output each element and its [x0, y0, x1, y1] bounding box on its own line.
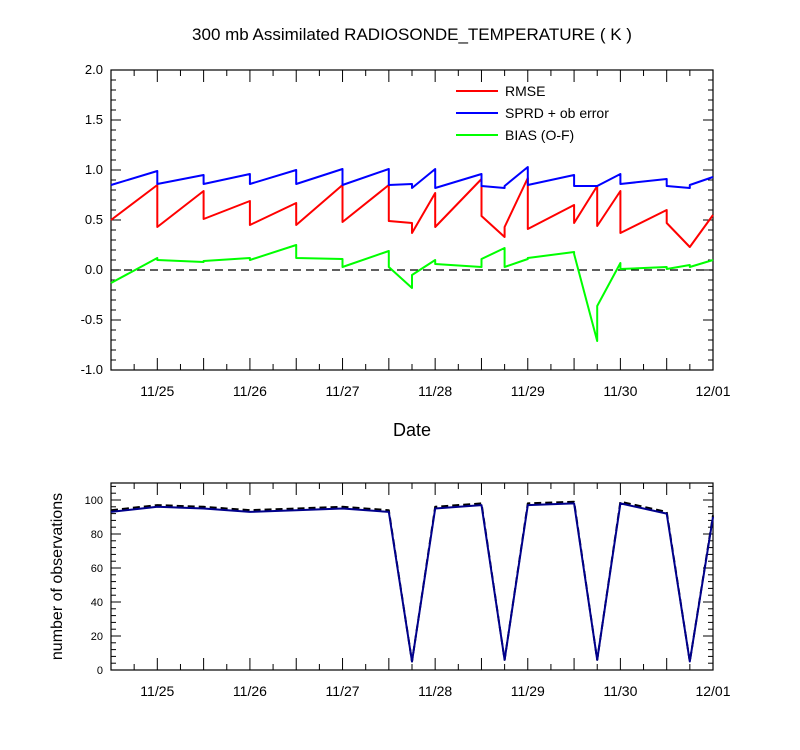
y-tick-label: 0 [97, 665, 103, 677]
x-tick-label: 11/26 [233, 383, 267, 399]
top-series [111, 167, 713, 341]
x-tick-label: 11/27 [326, 383, 360, 399]
bottom-axes: 0 20 40 60 80 100 11/25 11/26 11/27 11/28 11/29 11/… [85, 483, 731, 699]
x-tick-label: 11/29 [511, 683, 545, 699]
x-axis-label: Date [393, 420, 431, 440]
plot-frame [111, 483, 713, 670]
legend: RMSE SPRD + ob error BIAS (O-F) [456, 83, 609, 143]
y-tick-label: 0.0 [85, 262, 103, 277]
y-tick-label: 20 [91, 631, 103, 643]
bottom-panel: 0 20 40 60 80 100 11/25 11/26 11/27 11/28 11/29 11/… [49, 483, 731, 699]
y-tick-label: 40 [91, 597, 103, 609]
legend-label: RMSE [505, 83, 545, 99]
x-tick-label: 11/29 [511, 383, 545, 399]
y-tick-label: 2.0 [85, 62, 103, 77]
y-axis-label: number of observations [49, 493, 66, 660]
x-tick-label: 11/28 [418, 383, 452, 399]
x-tick-label: 11/30 [603, 683, 637, 699]
x-tick-label: 11/25 [140, 383, 174, 399]
chart-title: 300 mb Assimilated RADIOSONDE_TEMPERATUR… [192, 25, 632, 44]
y-tick-label: 60 [91, 563, 103, 575]
y-tick-label: 0.5 [85, 212, 103, 227]
y-tick-label: 1.5 [85, 112, 103, 127]
x-tick-label: 11/28 [418, 683, 452, 699]
y-tick-label: -1.0 [81, 362, 103, 377]
plot-frame [111, 70, 713, 370]
y-tick-label: 1.0 [85, 162, 103, 177]
x-tick-label: 11/26 [233, 683, 267, 699]
x-tick-label: 11/30 [603, 383, 637, 399]
legend-label: BIAS (O-F) [505, 127, 574, 143]
y-tick-label: 80 [91, 529, 103, 541]
figure: 300 mb Assimilated RADIOSONDE_TEMPERATUR… [0, 0, 800, 750]
bottom-series [111, 502, 713, 662]
series-line-observations-solid [111, 503, 713, 661]
series-line-observations-dashed [111, 502, 713, 662]
series-line-sprd-ob-error [111, 167, 713, 188]
legend-label: SPRD + ob error [505, 105, 609, 121]
x-tick-label: 12/01 [695, 683, 730, 699]
y-tick-label: 100 [85, 495, 103, 507]
x-tick-label: 11/25 [140, 683, 174, 699]
top-axes: -1.0 -0.5 0.0 0.5 1.0 1.5 2.0 11/25 11/26 11/27 11… [81, 62, 731, 399]
y-tick-label: -0.5 [81, 312, 103, 327]
series-line-bias-o-f [111, 245, 713, 341]
x-tick-label: 12/01 [695, 383, 730, 399]
top-panel: 300 mb Assimilated RADIOSONDE_TEMPERATUR… [81, 25, 731, 440]
x-tick-label: 11/27 [326, 683, 360, 699]
